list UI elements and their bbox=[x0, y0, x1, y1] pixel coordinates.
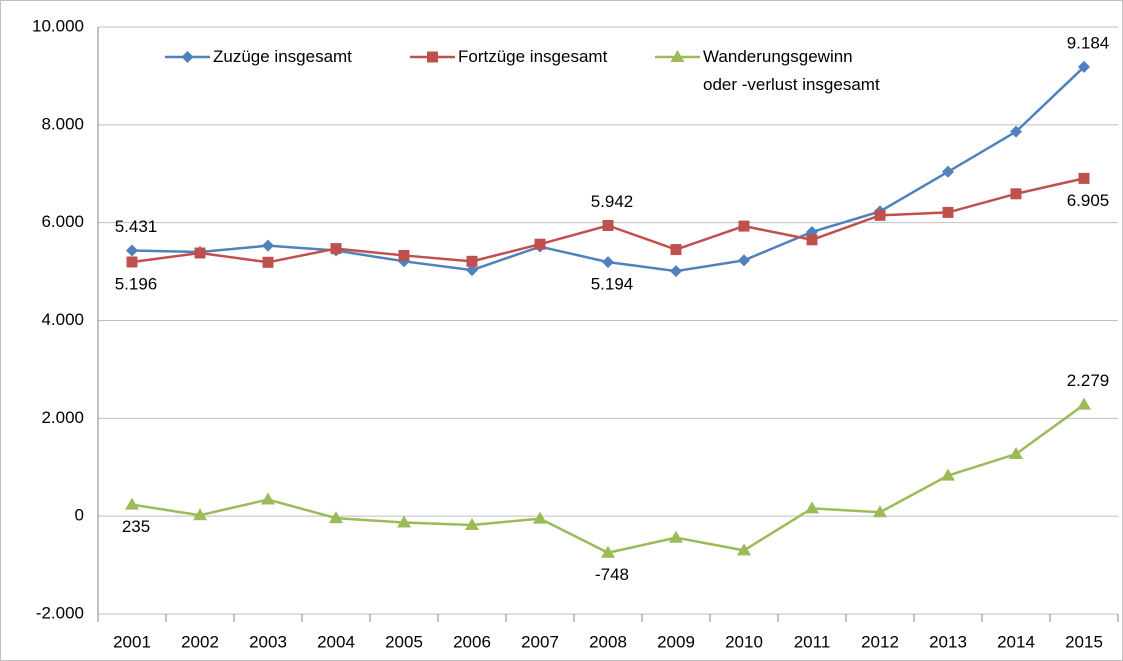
x-tick-label: 2005 bbox=[385, 632, 423, 651]
marker bbox=[261, 492, 275, 505]
x-tick-label: 2014 bbox=[997, 632, 1035, 651]
x-tick-label: 2001 bbox=[113, 632, 151, 651]
marker bbox=[601, 545, 615, 558]
marker bbox=[670, 265, 682, 278]
y-tick-label: 6.000 bbox=[41, 212, 84, 231]
marker bbox=[669, 530, 683, 543]
marker bbox=[533, 511, 547, 524]
marker bbox=[602, 256, 614, 269]
marker bbox=[397, 515, 411, 528]
marker bbox=[466, 255, 478, 267]
x-tick-label: 2006 bbox=[453, 632, 491, 651]
marker bbox=[194, 247, 206, 259]
marker bbox=[534, 238, 546, 250]
marker bbox=[466, 264, 478, 277]
legend-entry: Fortzüge insgesamt bbox=[458, 47, 608, 66]
marker bbox=[125, 497, 139, 510]
x-tick-label: 2015 bbox=[1065, 632, 1103, 651]
x-tick-label: 2010 bbox=[725, 632, 763, 651]
marker bbox=[126, 256, 138, 268]
marker bbox=[1078, 172, 1090, 184]
marker bbox=[329, 511, 343, 524]
marker bbox=[873, 505, 887, 518]
marker bbox=[398, 249, 410, 261]
marker bbox=[874, 209, 886, 221]
marker bbox=[1077, 397, 1091, 410]
data-label: 5.431 bbox=[115, 217, 158, 236]
data-label: -748 bbox=[595, 565, 629, 584]
data-label: 5.196 bbox=[115, 274, 158, 293]
y-tick-label: -2.000 bbox=[36, 603, 84, 622]
y-tick-label: 0 bbox=[75, 506, 84, 525]
x-tick-label: 2002 bbox=[181, 632, 219, 651]
marker bbox=[942, 165, 954, 178]
marker bbox=[942, 206, 954, 218]
data-label: 5.194 bbox=[591, 275, 634, 294]
data-label: 2.279 bbox=[1067, 371, 1110, 390]
data-label: 5.942 bbox=[591, 192, 634, 211]
x-tick-label: 2013 bbox=[929, 632, 967, 651]
marker bbox=[181, 51, 194, 63]
marker bbox=[670, 50, 685, 62]
marker bbox=[738, 254, 750, 267]
x-tick-label: 2012 bbox=[861, 632, 899, 651]
marker bbox=[398, 255, 410, 268]
x-tick-label: 2008 bbox=[589, 632, 627, 651]
data-label: 235 bbox=[122, 517, 150, 536]
marker bbox=[126, 244, 138, 257]
marker bbox=[805, 501, 819, 514]
x-tick-label: 2004 bbox=[317, 632, 355, 651]
x-tick-label: 2003 bbox=[249, 632, 287, 651]
marker bbox=[941, 468, 955, 481]
marker bbox=[602, 220, 614, 232]
marker bbox=[262, 239, 274, 252]
y-tick-label: 2.000 bbox=[41, 408, 84, 427]
y-tick-label: 10.000 bbox=[32, 16, 84, 35]
legend-entry: Zuzüge insgesamt bbox=[213, 47, 352, 66]
marker bbox=[262, 256, 274, 268]
y-tick-label: 4.000 bbox=[41, 310, 84, 329]
marker bbox=[738, 220, 750, 232]
y-tick-label: 8.000 bbox=[41, 114, 84, 133]
marker bbox=[193, 508, 207, 521]
data-label: 9.184 bbox=[1067, 33, 1110, 52]
x-tick-label: 2009 bbox=[657, 632, 695, 651]
marker bbox=[465, 517, 479, 530]
marker bbox=[427, 51, 438, 63]
marker bbox=[670, 244, 682, 256]
marker bbox=[737, 543, 751, 556]
marker bbox=[1009, 447, 1023, 460]
marker bbox=[1010, 125, 1022, 138]
data-label: 6.905 bbox=[1067, 191, 1110, 210]
marker bbox=[806, 234, 818, 246]
legend-entry: Wanderungsgewinn oder -verlust insgesamt bbox=[703, 47, 880, 94]
x-tick-label: 2007 bbox=[521, 632, 559, 651]
marker bbox=[1010, 188, 1022, 200]
x-tick-label: 2011 bbox=[794, 632, 831, 651]
marker bbox=[330, 243, 342, 255]
marker bbox=[1078, 60, 1090, 73]
